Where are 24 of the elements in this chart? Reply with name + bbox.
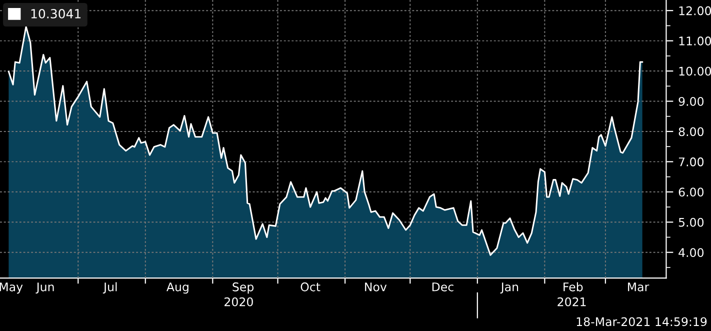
x-tick-label: Sep (232, 282, 254, 294)
x-tick-label: Feb (564, 282, 583, 292)
text: 18-Mar-2021 14:59:19 (576, 317, 707, 326)
x-tick-label: Aug (166, 282, 188, 294)
y-tick-label: 7.00 (678, 157, 704, 166)
x-tick-label: Jul (102, 282, 117, 294)
y-tick-label: 5.00 (678, 218, 704, 227)
y-tick-label: 10.00 (679, 66, 711, 76)
legend-label: 10.3041 (31, 8, 81, 18)
text: 2020 (224, 297, 253, 306)
x-tick-label: Nov (365, 282, 387, 292)
x-tick-label: Mar (628, 282, 650, 292)
y-tick-label: 9.00 (678, 96, 704, 106)
text: 2021 (558, 297, 586, 306)
y-tick-label: 8.00 (678, 127, 704, 136)
y-tick-label: 4.00 (678, 248, 704, 258)
x-tick-label: May (0, 282, 23, 294)
y-tick-label: 6.00 (678, 188, 704, 197)
y-tick-label: 11.00 (679, 36, 711, 46)
x-tick-label: Jun (36, 282, 54, 294)
x-tick-label: Oct (300, 282, 320, 292)
x-tick-label: Jan (500, 282, 518, 294)
y-tick-label: 12.00 (679, 6, 711, 16)
x-tick-label: Dec (432, 282, 454, 292)
